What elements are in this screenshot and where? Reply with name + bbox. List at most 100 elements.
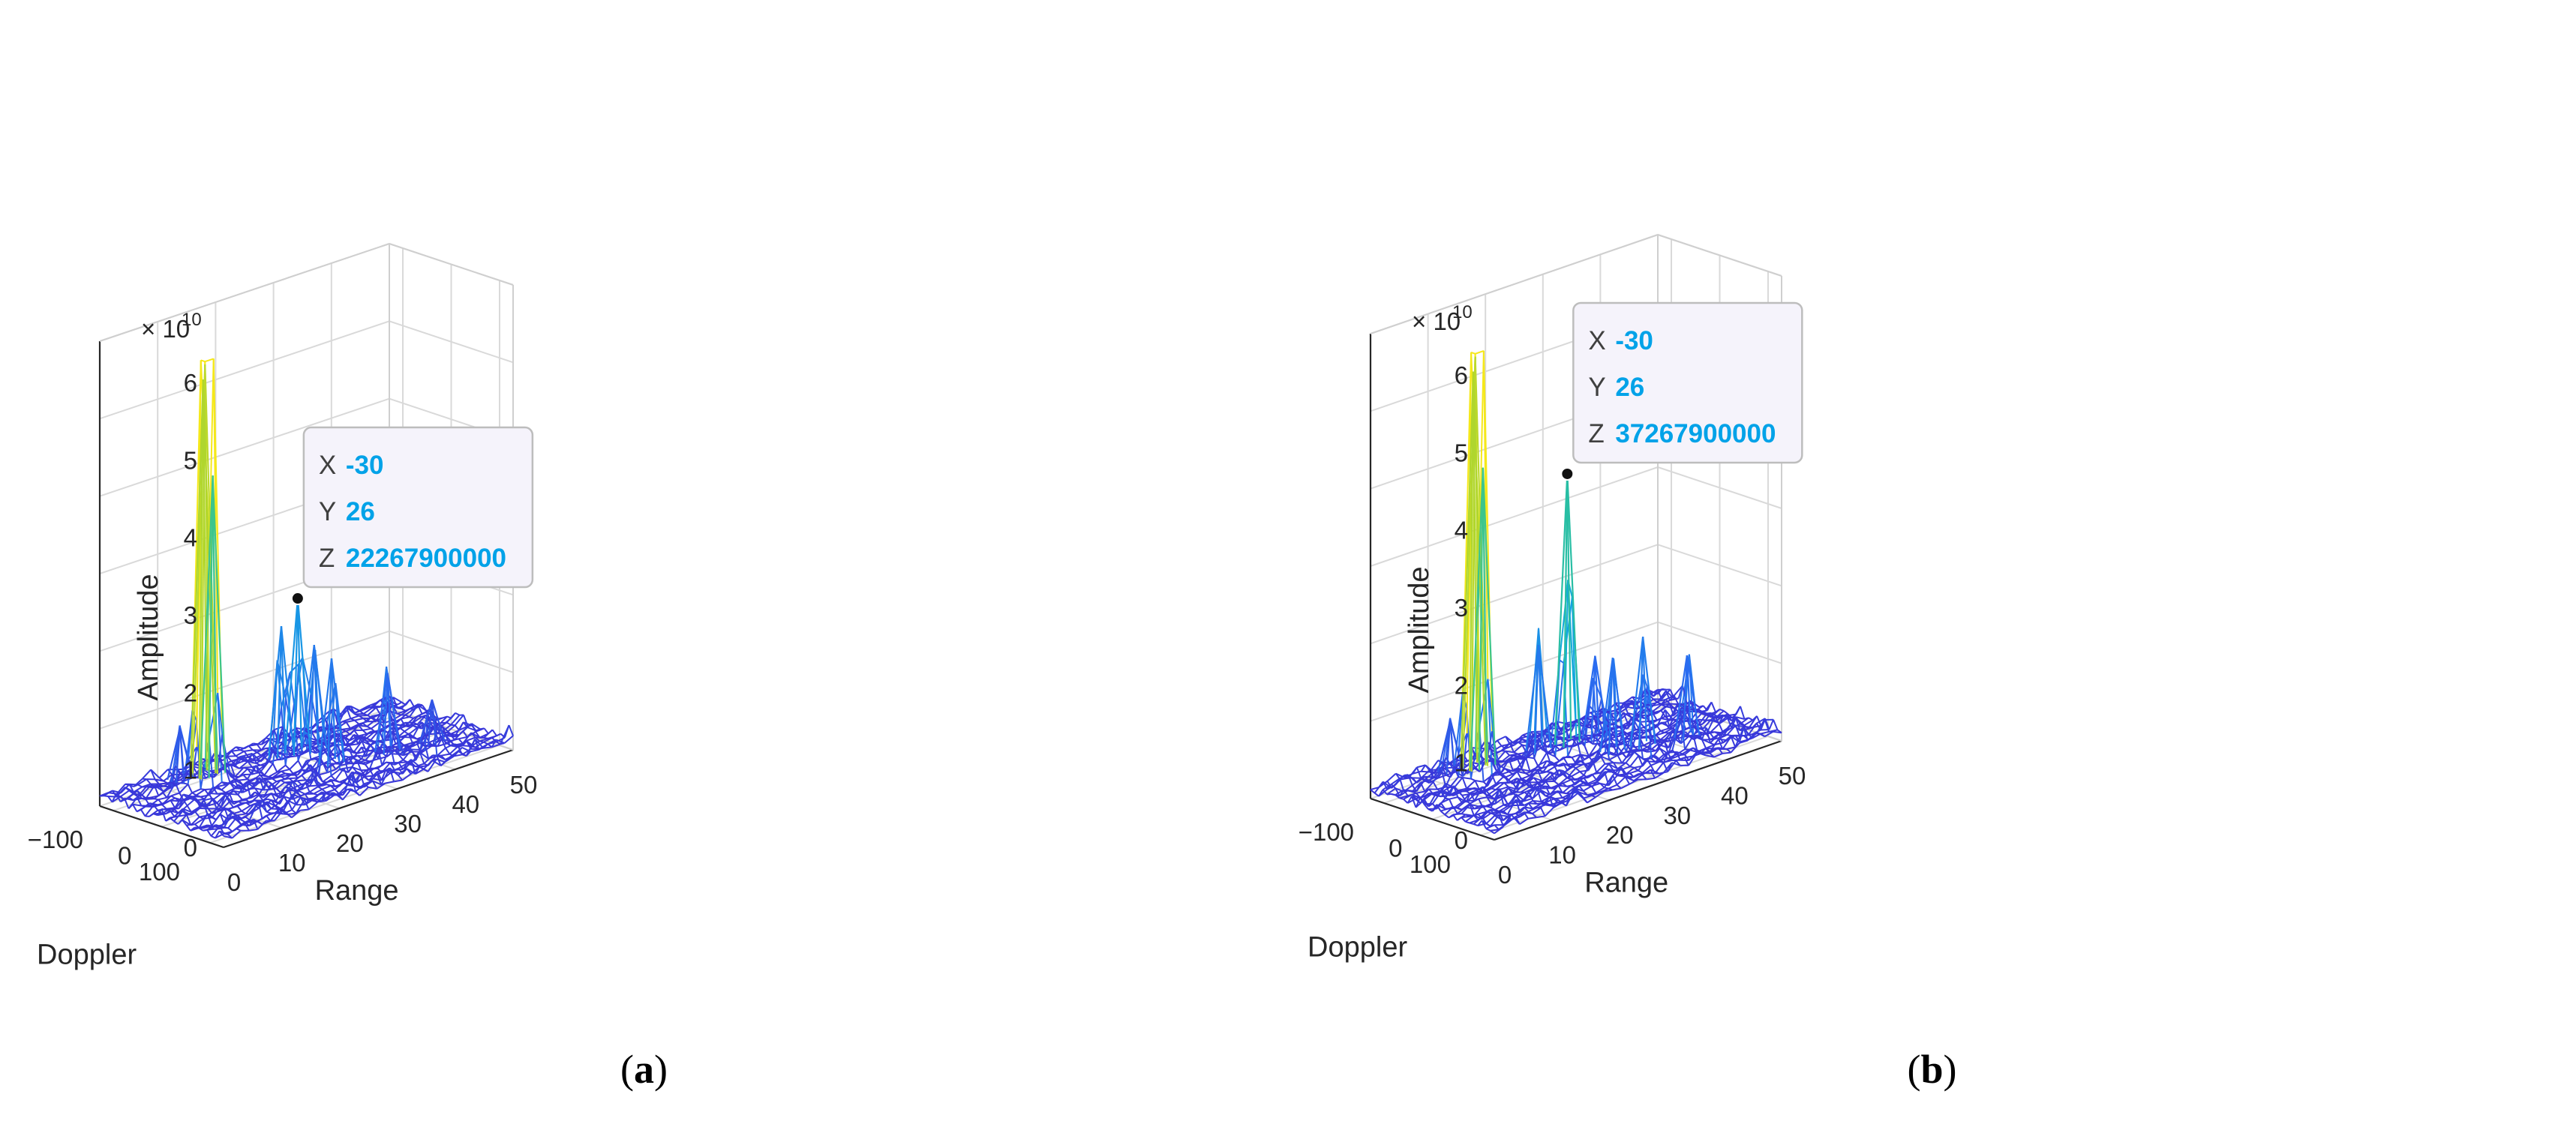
mesh-line-doppler [1453, 787, 1459, 792]
mesh-line-doppler [166, 799, 171, 803]
mesh-line-doppler [1555, 727, 1561, 736]
mesh-line-doppler [1617, 774, 1622, 778]
mesh-line-range [1537, 760, 1548, 766]
mesh-line-doppler [411, 751, 417, 757]
mesh-line-range [1698, 718, 1707, 721]
mesh-line-doppler [1558, 773, 1564, 777]
mesh-line-doppler [120, 796, 126, 801]
mesh-line-doppler [1568, 745, 1573, 748]
mesh-line-doppler [508, 724, 514, 736]
mesh-line-doppler [128, 796, 134, 802]
mesh-line-range [1587, 796, 1596, 804]
peak-spike [1682, 655, 1688, 742]
mesh-line-doppler [1424, 793, 1430, 797]
mesh-line-doppler [169, 817, 175, 823]
mesh-line-doppler [283, 813, 288, 815]
mesh-line-range [1629, 755, 1640, 767]
mesh-line-doppler [1647, 736, 1653, 742]
gridline-back-z [99, 320, 390, 420]
mesh-line-doppler [219, 826, 225, 835]
mesh-line-doppler [1660, 730, 1665, 733]
mesh-line-doppler [1752, 733, 1757, 736]
mesh-line-doppler [1491, 771, 1497, 776]
mesh-line-doppler [120, 787, 126, 793]
mesh-line-doppler [230, 764, 236, 767]
mesh-line-doppler [275, 787, 281, 793]
mesh-line-doppler [1665, 699, 1671, 705]
mesh-line-doppler [1583, 777, 1589, 784]
mesh-line-doppler [263, 793, 269, 799]
mesh-line-doppler [1598, 707, 1604, 712]
mesh-line-doppler [366, 726, 372, 730]
mesh-line-range [393, 779, 403, 783]
mesh-line-doppler [233, 790, 239, 796]
mesh-line-doppler [149, 805, 155, 808]
mesh-line-doppler [1538, 766, 1543, 769]
mesh-line-doppler [216, 808, 221, 811]
mesh-line-doppler [215, 826, 221, 830]
mesh-line-doppler [251, 782, 256, 787]
mesh-line-doppler [239, 749, 245, 752]
mesh-line-doppler [476, 728, 481, 732]
mesh-line-range [1654, 762, 1665, 774]
mesh-line-doppler [1525, 772, 1530, 777]
mesh-line-range [1545, 766, 1556, 773]
mesh-line-doppler [1710, 748, 1715, 753]
mesh-line-doppler [175, 772, 181, 787]
mesh-line-doppler [272, 775, 278, 779]
mesh-line-range [1554, 770, 1564, 782]
mesh-line-doppler [158, 777, 164, 782]
mesh-line-doppler [1445, 783, 1451, 796]
mesh-line-doppler [1591, 795, 1596, 799]
mesh-line-doppler [380, 782, 386, 786]
mesh-line-doppler [1479, 759, 1485, 765]
peak-spike [1642, 637, 1656, 745]
mesh-line-doppler [305, 782, 311, 787]
mesh-line-doppler [230, 778, 236, 784]
mesh-line-doppler [400, 727, 405, 733]
mesh-line-doppler [1562, 797, 1567, 800]
mesh-line-doppler [255, 765, 261, 775]
mesh-line-doppler [227, 756, 233, 762]
mesh-line-doppler [1580, 754, 1586, 760]
mesh-line-doppler [137, 797, 143, 806]
mesh-line-range [1752, 733, 1761, 739]
gridline-back-z [1370, 544, 1659, 645]
mesh-line-range [450, 715, 461, 726]
mesh-line-doppler [254, 777, 260, 787]
mesh-line-doppler [1491, 796, 1497, 800]
mesh-line-doppler [1689, 736, 1695, 741]
mesh-line-doppler [1705, 733, 1712, 740]
mesh-line-doppler [146, 785, 151, 788]
mesh-line-doppler [1625, 775, 1630, 780]
mesh-line-doppler [470, 745, 476, 748]
mesh-line-doppler [163, 780, 168, 784]
mesh-line-doppler [221, 809, 225, 811]
peak-spike [1533, 645, 1539, 754]
mesh-line-doppler [1593, 760, 1598, 763]
mesh-line-doppler [1643, 745, 1648, 748]
mesh-line-doppler [354, 713, 360, 717]
mesh-line-doppler [295, 727, 301, 734]
mesh-line-doppler [1555, 736, 1561, 740]
mesh-line-doppler [371, 706, 377, 709]
mesh-line-doppler [367, 705, 373, 709]
mesh-line-range [356, 775, 365, 784]
mesh-line-doppler [405, 699, 411, 706]
mesh-line-doppler [415, 751, 421, 761]
mesh-line-doppler [1583, 782, 1588, 786]
mesh-line-doppler [404, 745, 409, 748]
mesh-line-doppler [1466, 790, 1471, 795]
mesh-line-doppler [350, 718, 356, 721]
mesh-line-doppler [389, 767, 395, 782]
datatip-marker [290, 592, 305, 606]
mesh-line-doppler [305, 779, 311, 784]
mesh-line-doppler [209, 770, 215, 773]
mesh-line-range [268, 771, 278, 778]
mesh-line-range [1500, 786, 1509, 790]
mesh-line-doppler [381, 769, 386, 774]
mesh-line-doppler [347, 777, 353, 786]
mesh-line-doppler [215, 824, 221, 827]
mesh-line-doppler [1764, 718, 1770, 730]
mesh-line-doppler [1436, 804, 1442, 812]
